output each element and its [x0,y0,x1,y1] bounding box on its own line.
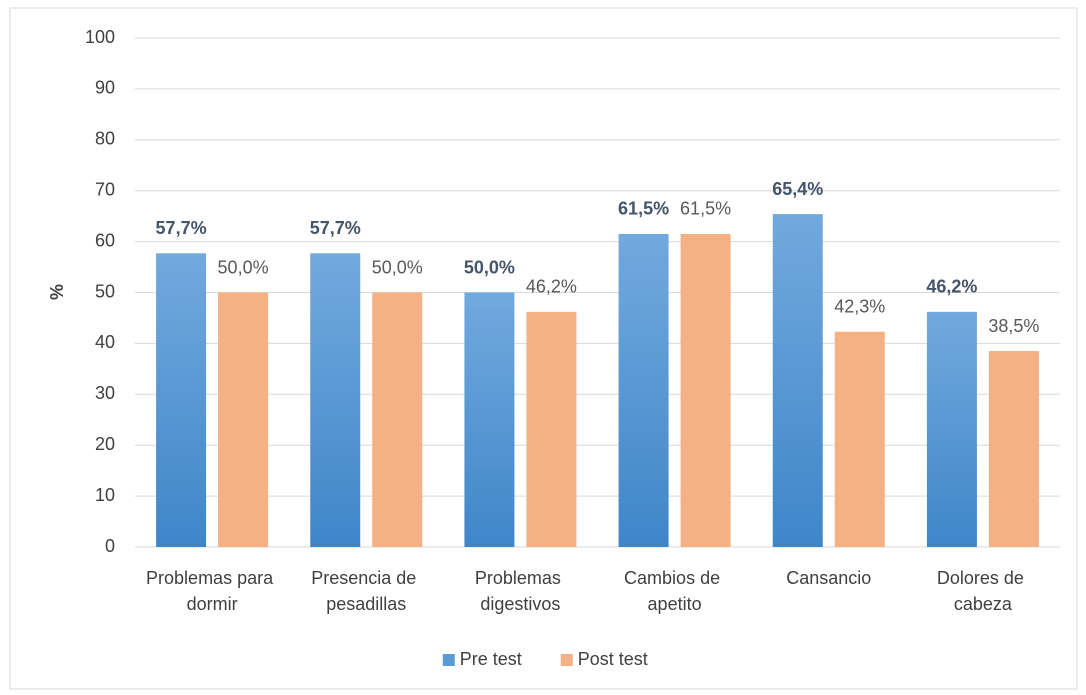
data-label: 42,3% [834,296,885,316]
data-label: 57,7% [310,218,361,238]
bar [988,351,1039,547]
data-label: 61,5% [618,199,669,219]
x-tick-line: pesadillas [326,594,406,614]
data-label: 61,5% [680,199,731,219]
x-tick-label: Problemas digestivos [475,568,566,614]
y-tick-label: 60 [95,230,115,250]
y-tick-label: 80 [95,129,115,149]
data-label: 50,0% [464,257,515,277]
bar [772,214,823,547]
x-tick-label: Problemas para dormir [146,568,278,614]
y-tick-label: 100 [85,27,115,47]
bar [680,233,731,547]
x-tick-label: Cansancio [786,568,871,588]
x-tick-label: Presencia de pesadillas [311,568,421,614]
x-tick-line: Problemas para [146,568,278,588]
bar [464,292,515,547]
bar [218,292,269,547]
x-tick-line: Problemas [475,568,566,588]
y-tick-label: 30 [95,383,115,403]
legend-label: Pre test [460,649,522,669]
legend-label: Post test [578,649,648,669]
data-label: 46,2% [926,277,977,297]
data-label: 57,7% [156,218,207,238]
legend-swatch [560,654,573,666]
data-label: 65,4% [772,179,823,199]
data-label: 38,5% [988,316,1039,336]
x-tick-label: Cambios de apetito [624,568,725,614]
bar [618,233,669,547]
bar [926,311,977,547]
y-axis-label: % [47,284,67,300]
data-label: 46,2% [526,277,577,297]
x-tick-line: cabeza [954,594,1013,614]
data-label: 50,0% [372,257,423,277]
x-tick-line: apetito [648,594,702,614]
x-tick-line: Presencia de [311,568,421,588]
x-tick-line: dormir [187,594,238,614]
bar [834,331,885,547]
data-label: 50,0% [218,257,269,277]
x-tick-line: Dolores de [937,568,1029,588]
y-tick-label: 20 [95,434,115,454]
y-tick-label: 90 [95,78,115,98]
y-tick-label: 70 [95,179,115,199]
x-tick-label: Dolores de cabeza [937,568,1029,614]
x-tick-line: digestivos [480,594,560,614]
bar [156,253,207,547]
bar [372,292,423,547]
legend-swatch [442,654,455,666]
x-tick-line: Cambios de [624,568,725,588]
y-tick-label: 10 [95,485,115,505]
y-tick-label: 0 [105,536,115,556]
y-tick-label: 50 [95,281,115,301]
bar [310,253,361,547]
bar [526,311,577,547]
y-tick-label: 40 [95,332,115,352]
